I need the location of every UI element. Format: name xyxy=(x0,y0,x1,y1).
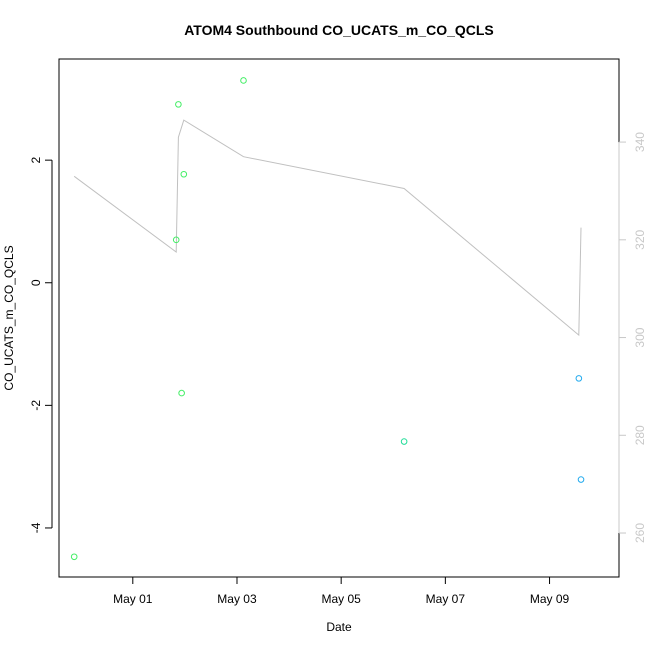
y-tick-label: 0 xyxy=(29,279,43,286)
right-y-tick-label: 280 xyxy=(633,425,647,445)
x-tick-label: May 09 xyxy=(530,592,570,606)
data-point xyxy=(575,375,583,382)
data-point xyxy=(178,389,185,397)
chart-title: ATOM4 Southbound CO_UCATS_m_CO_QCLS xyxy=(184,22,494,38)
data-point xyxy=(400,438,408,445)
line-series xyxy=(73,119,582,337)
left-axis: -4 -2 0 2 xyxy=(29,156,53,533)
y-tick-label: -2 xyxy=(29,400,43,411)
data-point xyxy=(70,553,78,561)
data-point xyxy=(172,236,180,244)
data-point xyxy=(240,77,247,84)
right-axis: 260 280 300 320 340 xyxy=(618,132,647,543)
x-tick-label: May 03 xyxy=(217,592,257,606)
y-axis-label: CO_UCATS_m_CO_QCLS xyxy=(2,245,16,390)
x-axis-label: Date xyxy=(326,620,352,634)
x-tick-label: May 07 xyxy=(426,592,466,606)
right-y-tick-label: 300 xyxy=(633,327,647,347)
right-y-tick-label: 320 xyxy=(633,229,647,249)
y-tick-label: 2 xyxy=(29,156,43,163)
data-point xyxy=(175,101,182,108)
right-y-tick-label: 340 xyxy=(633,132,647,152)
bottom-axis: May 01 May 03 May 05 May 07 May 09 xyxy=(59,576,570,606)
data-point xyxy=(180,170,188,178)
y-tick-label: -4 xyxy=(29,522,43,533)
data-point xyxy=(577,476,585,483)
x-tick-label: May 05 xyxy=(321,592,361,606)
plot-frame xyxy=(58,58,620,578)
x-tick-label: May 01 xyxy=(113,592,153,606)
scatter-points xyxy=(70,77,585,561)
right-y-tick-label: 260 xyxy=(633,523,647,543)
